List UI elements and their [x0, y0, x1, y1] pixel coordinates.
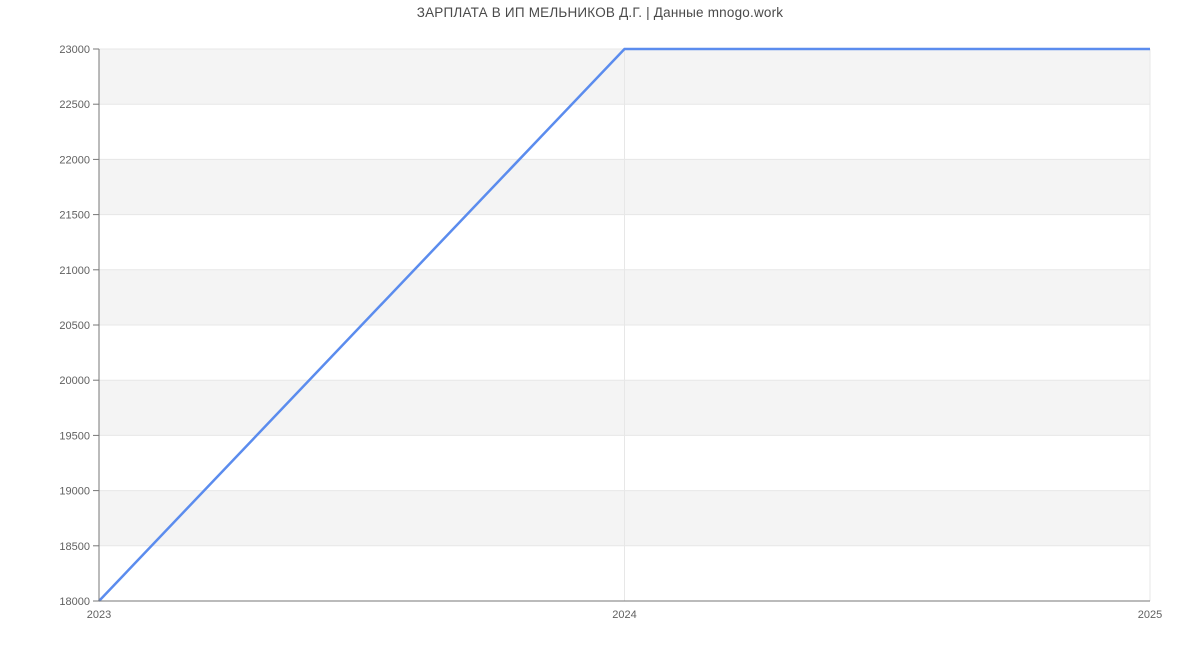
y-tick-label: 18000	[59, 596, 90, 608]
x-gridlines	[624, 49, 1151, 601]
y-tick-label: 18500	[59, 541, 90, 553]
y-tick-label: 20000	[59, 375, 90, 387]
x-tick-label: 2024	[612, 609, 636, 621]
y-axis-labels: 18000 18500 19000 19500 20000 20500 21000 21500…	[59, 44, 99, 608]
y-tick-label: 22500	[59, 99, 90, 111]
chart-title: ЗАРПЛАТА В ИП МЕЛЬНИКОВ Д.Г. | Данные mn…	[416, 5, 784, 20]
x-axis-labels: 2023 2024 2025	[87, 609, 1162, 621]
y-tick-label: 21500	[59, 210, 90, 222]
y-tick-label: 19500	[59, 430, 90, 442]
y-tick-label: 22000	[59, 154, 90, 166]
salary-series-line	[98, 47, 1150, 602]
y-tick-label: 23000	[59, 44, 90, 56]
y-tick-label: 20500	[59, 320, 90, 332]
y-tick-label: 19000	[59, 486, 90, 498]
x-tick-label: 2025	[1138, 609, 1162, 621]
x-tick-label: 2023	[87, 609, 111, 621]
y-tick-label: 21000	[59, 265, 90, 277]
